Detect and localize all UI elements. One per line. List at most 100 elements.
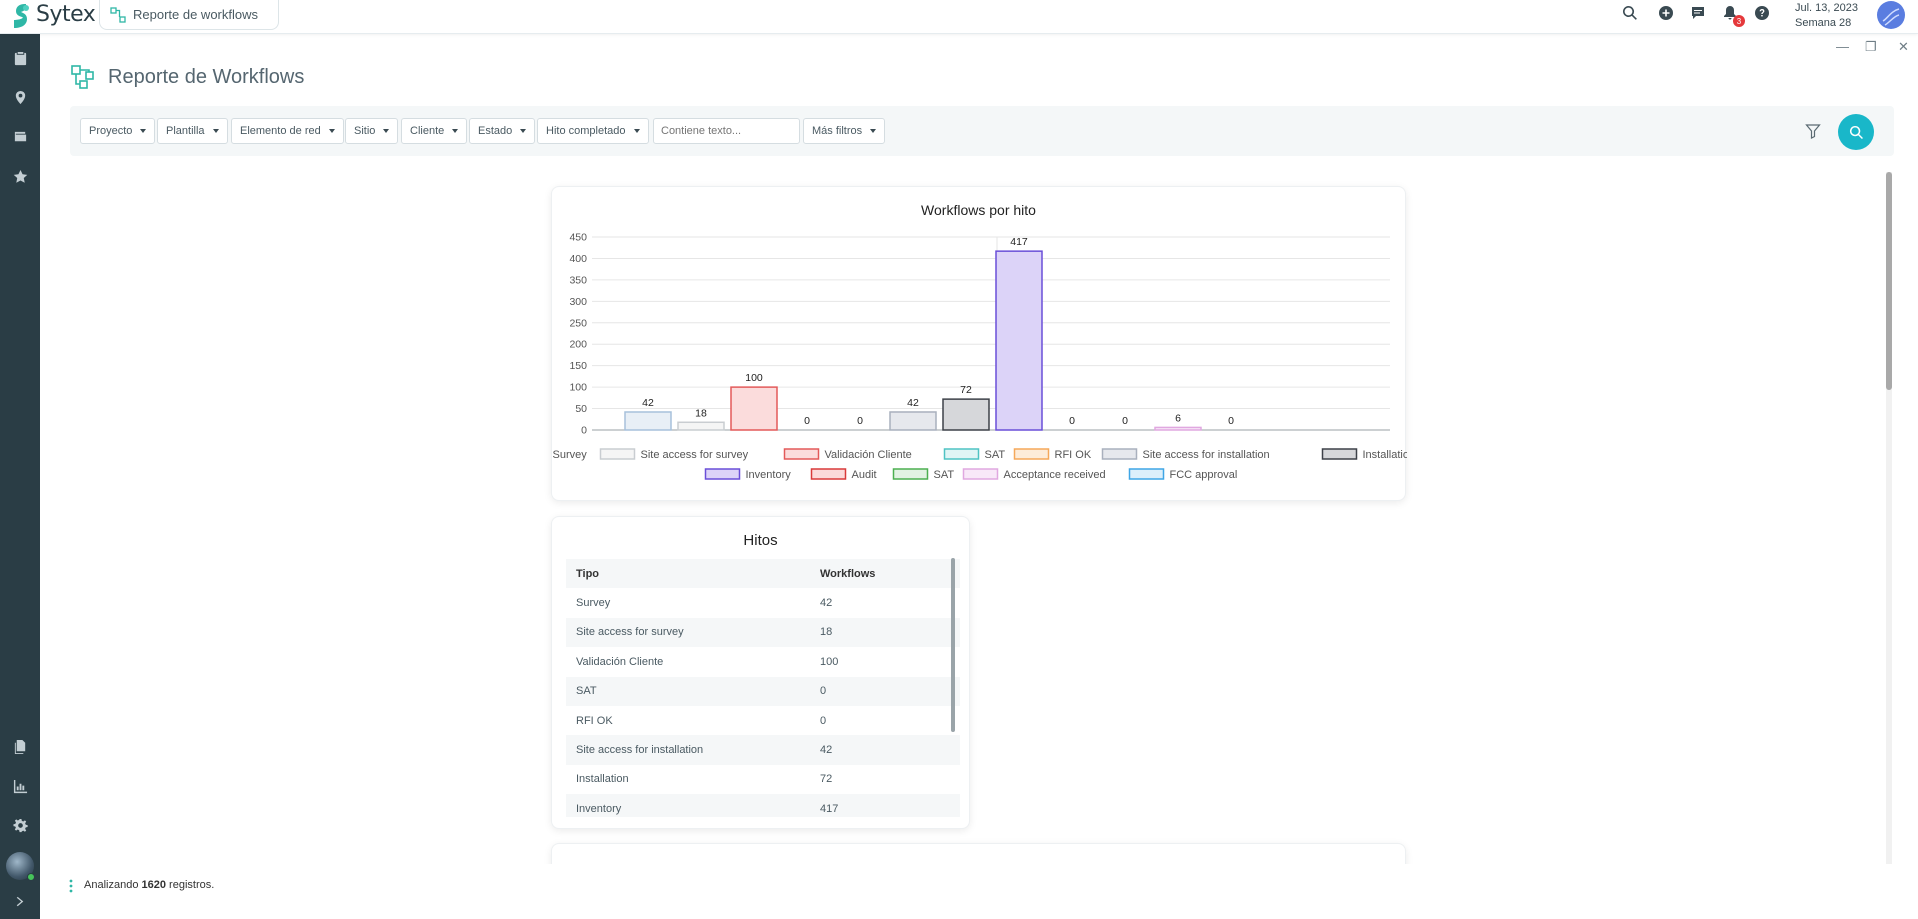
table-row[interactable]: Installation 72 [566,765,960,794]
cell-workflows: 0 [820,685,827,698]
minimize-icon[interactable]: — [1836,39,1849,54]
legend-swatch [892,468,929,480]
caret-down-icon [520,129,527,133]
table-row[interactable]: Site access for survey 18 [566,617,960,648]
bar [677,421,725,431]
filter-sitio[interactable]: Sitio [345,118,399,144]
cell-workflows: 0 [820,714,827,727]
caret-down-icon [452,129,459,133]
status-text: Analizando 1620 registros. [84,879,214,891]
page-title: Reporte de Workflows [108,65,305,88]
table-row[interactable]: Survey 42 [566,588,960,617]
bar [624,411,672,431]
text-search-input[interactable] [653,118,800,144]
data-label: 417 [1010,236,1028,248]
table-row[interactable]: RFI OK 0 [566,706,960,735]
search-icon[interactable] [1621,4,1639,22]
more-vertical-icon[interactable] [69,879,73,893]
table-row[interactable]: Validación Cliente 100 [566,647,960,676]
legend-label: Site access for survey [641,449,749,461]
y-tick-label: 200 [569,339,587,351]
legend-label: SAT [985,449,1006,461]
clipboard-icon[interactable] [12,50,28,66]
hitos-title: Hitos [743,532,778,549]
legend-label: Validación Cliente [825,449,912,461]
table-row[interactable]: Site access for installation 42 [566,735,960,765]
user-avatar[interactable] [1877,1,1905,29]
data-label: 42 [642,397,654,409]
status-prefix: Analizando [84,879,139,891]
sytex-logo[interactable] [8,2,36,30]
page-scrollbar-track[interactable] [1886,172,1892,864]
filter-plantilla[interactable]: Plantilla [157,118,228,144]
data-label: 42 [907,397,919,409]
topbar: Sytex Reporte de workflows 3 Jul. 13, 20… [0,0,1918,34]
page-header: Reporte de Workflows [70,64,304,90]
legend-swatch [1321,448,1358,460]
table-header: Tipo Workflows [566,559,960,589]
page-scrollbar[interactable] [1886,172,1892,390]
table-scrollbar[interactable] [951,558,955,732]
plus-circle-icon[interactable] [1657,4,1675,22]
search-icon [1849,125,1863,139]
current-date: Jul. 13, 2023 [1795,2,1858,14]
map-pin-icon[interactable] [12,89,28,105]
tab-reporte-workflows[interactable]: Reporte de workflows [99,0,279,30]
more-filters-button[interactable]: Más filtros [803,118,886,144]
legend-swatch [1128,468,1165,480]
filter-elemento-de-red[interactable]: Elemento de red [231,118,344,144]
cell-tipo: Site access for survey [576,626,684,639]
expand-icon[interactable] [12,893,28,909]
legend-label: Installation [1363,449,1408,461]
filter-hito-completado[interactable]: Hito completado [537,118,649,144]
caret-down-icon [212,129,219,133]
legend-label: SAT [934,469,955,481]
chart-icon[interactable] [12,778,28,794]
legend-label: Site access for installation [1143,449,1270,461]
filter-label: Cliente [410,125,445,137]
filter-proyecto[interactable]: Proyecto [80,118,156,144]
filter-label: Elemento de red [240,125,321,137]
legend-swatch [599,448,636,460]
legend-swatch [704,468,741,480]
cell-tipo: Survey [576,597,611,610]
data-label: 18 [695,407,707,419]
data-label: 72 [960,384,972,396]
legend-label: Acceptance received [1004,469,1106,481]
column-header-tipo: Tipo [576,567,600,580]
wallet-icon[interactable] [12,128,28,144]
sidebar [0,0,40,919]
settings-icon[interactable] [12,817,28,833]
close-icon[interactable]: ✕ [1898,39,1909,54]
table-row[interactable]: Inventory 417 [566,794,960,817]
caret-down-icon [328,129,335,133]
data-label: 0 [857,415,863,427]
filter-estado[interactable]: Estado [469,118,536,144]
funnel-icon[interactable] [1805,123,1821,139]
chat-icon[interactable] [1689,4,1707,22]
workflow-icon [110,6,126,23]
bell-icon[interactable] [1721,4,1739,22]
cell-tipo: Site access for installation [576,744,704,757]
filter-label: Proyecto [89,125,133,137]
avatar-pattern-icon [1882,8,1900,26]
cell-tipo: Validación Cliente [576,655,664,668]
legend-label: RFI OK [1055,449,1092,461]
filter-cliente[interactable]: Cliente [401,118,468,144]
y-tick-label: 350 [569,274,587,286]
files-icon[interactable] [12,738,28,754]
online-status-dot [27,873,35,881]
filter-bar: Proyecto Plantilla Elemento de red Sitio… [70,106,1894,156]
data-label: 0 [1228,415,1234,427]
help-icon[interactable] [1753,4,1771,22]
star-icon[interactable] [12,168,28,184]
restore-icon[interactable]: ❐ [1865,39,1877,54]
legend-swatch [783,448,820,460]
cell-workflows: 42 [820,597,833,610]
data-label: 100 [745,372,763,384]
search-button[interactable] [1838,114,1874,150]
notification-badge: 3 [1733,15,1745,27]
y-tick-label: 300 [569,296,587,308]
data-label: 0 [1069,415,1075,427]
table-row[interactable]: SAT 0 [566,676,960,706]
